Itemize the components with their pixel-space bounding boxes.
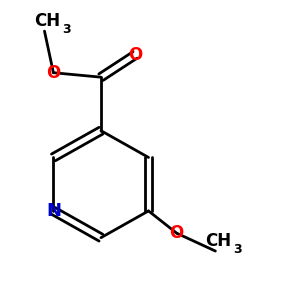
Text: CH: CH: [205, 232, 231, 250]
Text: O: O: [46, 64, 61, 82]
Text: 3: 3: [62, 22, 71, 36]
Text: 3: 3: [233, 242, 242, 256]
Text: N: N: [46, 202, 61, 220]
Text: O: O: [169, 224, 184, 242]
Text: O: O: [128, 46, 142, 64]
Text: CH: CH: [34, 12, 61, 30]
